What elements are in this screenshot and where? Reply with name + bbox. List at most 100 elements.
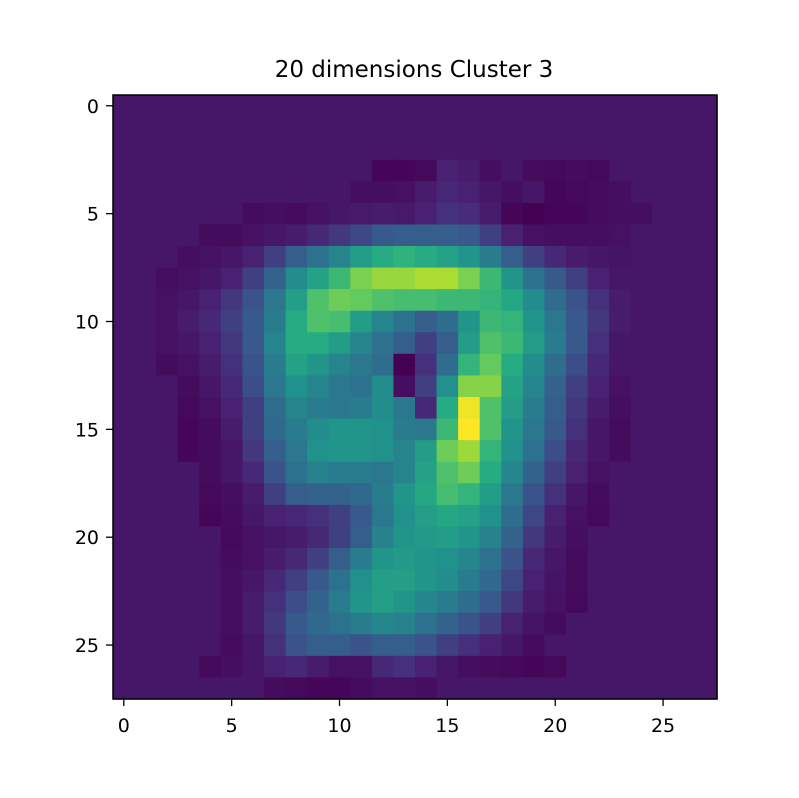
heatmap-cell [501, 655, 524, 679]
heatmap-cell [673, 116, 697, 139]
heatmap-cell [371, 159, 395, 182]
heatmap-cell [350, 655, 373, 679]
heatmap-cell [501, 418, 524, 441]
heatmap-cell [673, 181, 697, 204]
heatmap-cell [415, 95, 438, 118]
heatmap-cell [436, 246, 459, 269]
heatmap-cell [544, 159, 567, 182]
heatmap-cell [695, 591, 718, 614]
heatmap-cell [501, 332, 524, 355]
heatmap-cell [566, 612, 589, 635]
heatmap-cell [522, 418, 546, 441]
heatmap-cell [199, 397, 222, 420]
heatmap-cell [371, 634, 395, 657]
heatmap-cell [415, 569, 438, 592]
heatmap-cell [458, 461, 481, 484]
heatmap-cell [134, 310, 157, 333]
heatmap-cell [285, 526, 308, 549]
heatmap-cell [177, 440, 200, 463]
heatmap-cell [673, 289, 697, 312]
heatmap-cell [458, 440, 481, 463]
heatmap-cell [501, 224, 524, 247]
heatmap-cell [436, 332, 459, 355]
heatmap-cell [673, 504, 697, 528]
heatmap-cell [328, 95, 351, 118]
heatmap-cell [220, 181, 244, 204]
heatmap-cell [199, 461, 222, 484]
heatmap-cell [695, 202, 718, 226]
heatmap-cell [134, 397, 157, 420]
heatmap-cell [609, 461, 632, 484]
heatmap-cell [587, 548, 610, 571]
heatmap-cell [242, 246, 265, 269]
heatmap-cell [177, 483, 200, 506]
heatmap-cell [415, 526, 438, 549]
heatmap-cell [393, 440, 416, 463]
heatmap-cell [630, 504, 653, 528]
heatmap-cell [609, 224, 632, 247]
heatmap-cell [177, 224, 200, 247]
heatmap-cell [177, 289, 200, 312]
heatmap-cell [630, 655, 653, 679]
heatmap-cell [479, 612, 502, 635]
heatmap-cell [371, 397, 395, 420]
heatmap-cell [566, 138, 589, 161]
heatmap-cell [652, 569, 675, 592]
heatmap-cell [630, 375, 653, 398]
heatmap-cell [501, 397, 524, 420]
heatmap-cell [264, 418, 287, 441]
heatmap-cell [307, 397, 330, 420]
heatmap-cell [501, 569, 524, 592]
heatmap-cell [630, 591, 653, 614]
heatmap-cell [134, 224, 157, 247]
heatmap-cell [134, 655, 157, 679]
heatmap-cell [415, 418, 438, 441]
heatmap-cell [199, 289, 222, 312]
heatmap-cell [522, 332, 546, 355]
heatmap-cell [220, 159, 244, 182]
heatmap-cell [350, 418, 373, 441]
heatmap-cell [113, 95, 136, 118]
heatmap-cell [522, 202, 546, 226]
heatmap-cell [177, 418, 200, 441]
heatmap-cell [479, 95, 502, 118]
heatmap-cell [350, 612, 373, 635]
heatmap-cell [264, 591, 287, 614]
heatmap-cell [307, 483, 330, 506]
heatmap-cell [544, 526, 567, 549]
heatmap-cell [134, 138, 157, 161]
heatmap-cell [673, 634, 697, 657]
y-tick-label: 20 [75, 527, 99, 549]
heatmap-cell [264, 246, 287, 269]
heatmap-cell [458, 353, 481, 377]
heatmap-cell [285, 461, 308, 484]
heatmap-cell [479, 246, 502, 269]
heatmap-cell [156, 483, 179, 506]
heatmap-cell [415, 655, 438, 679]
heatmap-cell [220, 483, 244, 506]
heatmap-cell [544, 116, 567, 139]
heatmap-cell [371, 591, 395, 614]
heatmap-cell [566, 569, 589, 592]
heatmap-cell [328, 483, 351, 506]
heatmap-cell [630, 181, 653, 204]
heatmap-cell [630, 116, 653, 139]
heatmap-cell [609, 526, 632, 549]
heatmap-cell [350, 159, 373, 182]
heatmap-cell [587, 246, 610, 269]
heatmap-cell [479, 181, 502, 204]
heatmap-cell [264, 569, 287, 592]
heatmap-cell [177, 95, 200, 118]
heatmap-cell [242, 569, 265, 592]
heatmap-cell [134, 116, 157, 139]
heatmap-cell [436, 612, 459, 635]
heatmap-cell [307, 526, 330, 549]
heatmap-cell [673, 418, 697, 441]
heatmap-cell [134, 202, 157, 226]
heatmap-cell [587, 418, 610, 441]
heatmap-cell [566, 591, 589, 614]
heatmap-cell [307, 332, 330, 355]
heatmap-cell [673, 655, 697, 679]
heatmap-cell [264, 267, 287, 290]
